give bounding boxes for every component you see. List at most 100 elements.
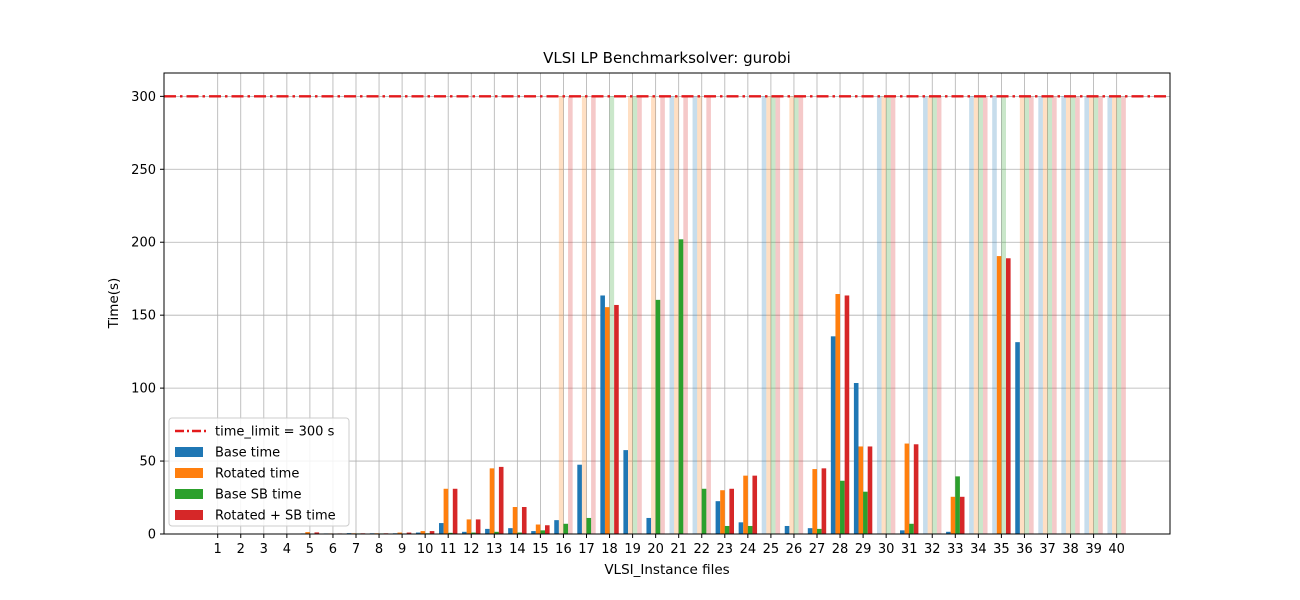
x-tick-label: 14 xyxy=(509,542,526,557)
bar-rotated-time-18 xyxy=(604,307,610,534)
legend-box xyxy=(168,417,350,527)
bar-rotated-sb-time-9 xyxy=(406,532,412,534)
x-tick-label: 5 xyxy=(306,542,314,557)
bar-rotated-time-25 xyxy=(766,96,771,535)
bar-rotated-sb-time-40 xyxy=(1121,96,1126,535)
bar-rotated-sb-time-33 xyxy=(959,496,965,534)
bar-base-time-12 xyxy=(462,531,467,534)
chart-title: VLSI LP Benchmarksolver: gurobi xyxy=(543,49,791,67)
bar-base-sb-time-35 xyxy=(1001,96,1006,535)
bar-base-sb-time-19 xyxy=(632,96,638,535)
bar-base-sb-time-13 xyxy=(494,531,499,534)
bar-base-sb-time-17 xyxy=(586,517,592,534)
bar-rotated-time-10 xyxy=(420,531,426,534)
bar-rotated-time-21 xyxy=(674,96,679,535)
x-tick-label: 22 xyxy=(693,542,710,557)
bar-rotated-sb-time-22 xyxy=(706,96,711,535)
bar-base-sb-time-36 xyxy=(1024,96,1030,535)
x-tick-label: 4 xyxy=(283,542,291,557)
y-tick-label: 250 xyxy=(131,163,156,178)
x-tick-label: 38 xyxy=(1062,542,1079,557)
bar-base-sb-time-38 xyxy=(1070,96,1076,535)
bar-base-time-14 xyxy=(508,528,513,534)
bar-rotated-time-13 xyxy=(489,468,495,534)
bar-base-sb-time-31 xyxy=(909,523,914,534)
bar-base-sb-time-32 xyxy=(932,96,937,535)
bar-base-sb-time-18 xyxy=(609,96,615,535)
x-tick-label: 6 xyxy=(329,542,337,557)
bar-rotated-time-12 xyxy=(466,519,472,534)
legend-label-time-limit: time_limit = 300 s xyxy=(215,425,335,440)
bar-rotated-sb-time-10 xyxy=(429,531,435,534)
bar-rotated-time-19 xyxy=(628,96,633,535)
bar-rotated-time-11 xyxy=(443,488,449,534)
bar-rotated-time-22 xyxy=(697,96,702,535)
x-axis: 1 2 3 4 5 6 7 8 9 10 11 12 13 14 15 16 17 18 19 20 21 22 23 24 2… xyxy=(214,534,1125,557)
x-tick-label: 2 xyxy=(237,542,245,557)
bar-base-time-37 xyxy=(1038,96,1043,535)
bar-base-sb-time-22 xyxy=(701,488,707,534)
y-tick-label: 100 xyxy=(131,382,156,397)
bar-rotated-sb-time-38 xyxy=(1075,96,1080,535)
bar-base-time-36 xyxy=(1015,342,1020,534)
bar-rotated-sb-time-39 xyxy=(1098,96,1103,535)
x-tick-label: 24 xyxy=(740,542,757,557)
x-tick-label: 18 xyxy=(601,542,618,557)
x-tick-label: 8 xyxy=(375,542,383,557)
bar-rotated-sb-time-30 xyxy=(890,96,896,535)
bar-rotated-sb-time-24 xyxy=(752,475,758,534)
x-tick-label: 36 xyxy=(1016,542,1033,557)
bar-rotated-sb-time-18 xyxy=(614,304,619,534)
y-tick-label: 0 xyxy=(148,528,156,543)
y-tick-label: 300 xyxy=(131,90,156,105)
bar-base-time-18 xyxy=(600,295,605,534)
x-tick-label: 33 xyxy=(947,542,964,557)
x-tick-label: 32 xyxy=(924,542,941,557)
x-tick-label: 34 xyxy=(970,542,987,557)
y-axis-label: Time(s) xyxy=(106,278,122,330)
x-tick-label: 3 xyxy=(260,542,268,557)
bar-rotated-sb-time-15 xyxy=(545,525,550,534)
x-tick-label: 1 xyxy=(214,542,222,557)
bar-rotated-sb-time-13 xyxy=(498,466,504,534)
bar-base-time-10 xyxy=(415,532,421,534)
bar-rotated-time-26 xyxy=(789,96,794,535)
x-tick-label: 7 xyxy=(352,542,360,557)
x-tick-label: 40 xyxy=(1108,542,1125,557)
bar-base-time-28 xyxy=(830,336,836,534)
x-tick-label: 11 xyxy=(440,542,457,557)
legend-swatch-rotated-time xyxy=(175,468,203,478)
x-tick-label: 23 xyxy=(717,542,734,557)
bar-base-time-29 xyxy=(853,383,859,534)
bar-base-sb-time-40 xyxy=(1116,96,1122,535)
bar-rotated-sb-time-37 xyxy=(1052,96,1057,535)
x-tick-label: 19 xyxy=(624,542,641,557)
bar-base-time-33 xyxy=(946,531,951,534)
bar-rotated-time-15 xyxy=(535,524,541,534)
bar-base-time-30 xyxy=(876,96,882,535)
bar-base-sb-time-27 xyxy=(817,528,822,534)
bar-base-sb-time-26 xyxy=(793,96,799,535)
bar-base-time-13 xyxy=(485,528,490,534)
bar-rotated-time-36 xyxy=(1019,96,1025,535)
bar-rotated-sb-time-16 xyxy=(568,96,573,535)
legend-swatch-rotated-sb-time xyxy=(175,510,203,520)
x-tick-label: 29 xyxy=(855,542,872,557)
bar-base-sb-time-25 xyxy=(770,96,776,535)
bar-rotated-time-29 xyxy=(858,446,864,534)
x-tick-label: 37 xyxy=(1039,542,1056,557)
x-tick-label: 16 xyxy=(555,542,572,557)
bar-rotated-time-16 xyxy=(558,96,564,535)
bar-base-sb-time-21 xyxy=(678,239,684,534)
bar-rotated-sb-time-21 xyxy=(683,96,688,535)
bar-base-time-23 xyxy=(715,501,721,534)
bar-rotated-sb-time-23 xyxy=(729,488,734,534)
bar-base-time-25 xyxy=(761,96,767,535)
bar-rotated-sb-time-19 xyxy=(637,96,642,535)
y-tick-label: 150 xyxy=(131,309,156,324)
y-axis: 0 50 100 150 200 250 300 xyxy=(131,90,164,543)
bar-base-sb-time-12 xyxy=(471,532,476,534)
bar-base-sb-time-11 xyxy=(448,532,453,534)
bar-base-time-21 xyxy=(669,96,675,535)
x-tick-label: 10 xyxy=(417,542,434,557)
